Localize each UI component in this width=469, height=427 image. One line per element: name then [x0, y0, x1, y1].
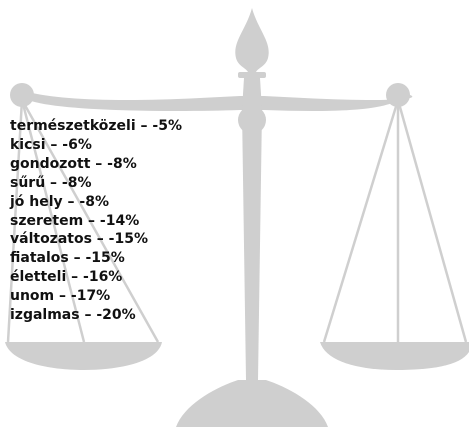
word-item: unom – -17% [10, 288, 111, 305]
word-item: sűrű – -8% [10, 174, 92, 191]
word-item: változatos – -15% [10, 231, 148, 248]
word-item: gondozott – -8% [10, 155, 137, 172]
word-item: izgalmas – -20% [10, 307, 136, 324]
word-item: természetközeli – -5% [10, 118, 182, 134]
word-list: természetközeli – -5% kicsi – -6% gondozot… [10, 117, 182, 325]
word-item: fiatalos – -15% [10, 250, 125, 267]
word-item: életteli – -16% [10, 269, 123, 286]
word-item: jó hely – -8% [10, 193, 110, 210]
word-item: kicsi – -6% [10, 136, 92, 153]
word-item: szeretem – -14% [10, 212, 140, 229]
